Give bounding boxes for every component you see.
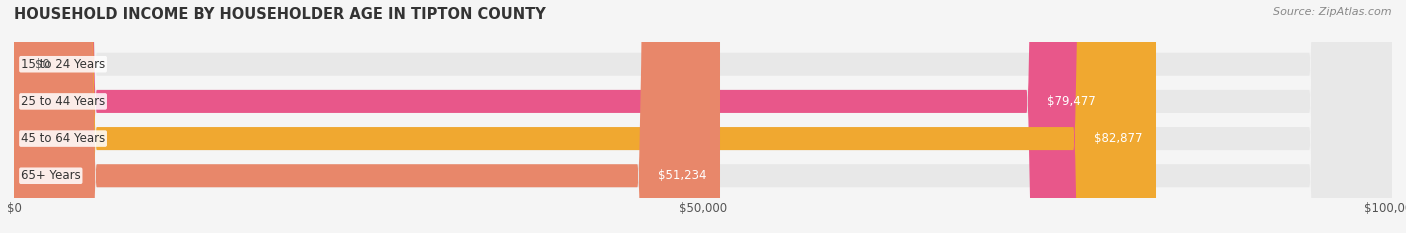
FancyBboxPatch shape	[14, 0, 1109, 233]
Text: $51,234: $51,234	[658, 169, 706, 182]
Text: HOUSEHOLD INCOME BY HOUSEHOLDER AGE IN TIPTON COUNTY: HOUSEHOLD INCOME BY HOUSEHOLDER AGE IN T…	[14, 7, 546, 22]
FancyBboxPatch shape	[14, 0, 1392, 233]
FancyBboxPatch shape	[14, 0, 1392, 233]
Text: 15 to 24 Years: 15 to 24 Years	[21, 58, 105, 71]
Text: $79,477: $79,477	[1046, 95, 1095, 108]
Text: 65+ Years: 65+ Years	[21, 169, 80, 182]
FancyBboxPatch shape	[14, 0, 1392, 233]
Text: 25 to 44 Years: 25 to 44 Years	[21, 95, 105, 108]
Text: $82,877: $82,877	[1094, 132, 1142, 145]
Text: 45 to 64 Years: 45 to 64 Years	[21, 132, 105, 145]
FancyBboxPatch shape	[14, 0, 720, 233]
FancyBboxPatch shape	[14, 0, 1156, 233]
Text: $0: $0	[35, 58, 49, 71]
FancyBboxPatch shape	[14, 0, 1392, 233]
Text: Source: ZipAtlas.com: Source: ZipAtlas.com	[1274, 7, 1392, 17]
